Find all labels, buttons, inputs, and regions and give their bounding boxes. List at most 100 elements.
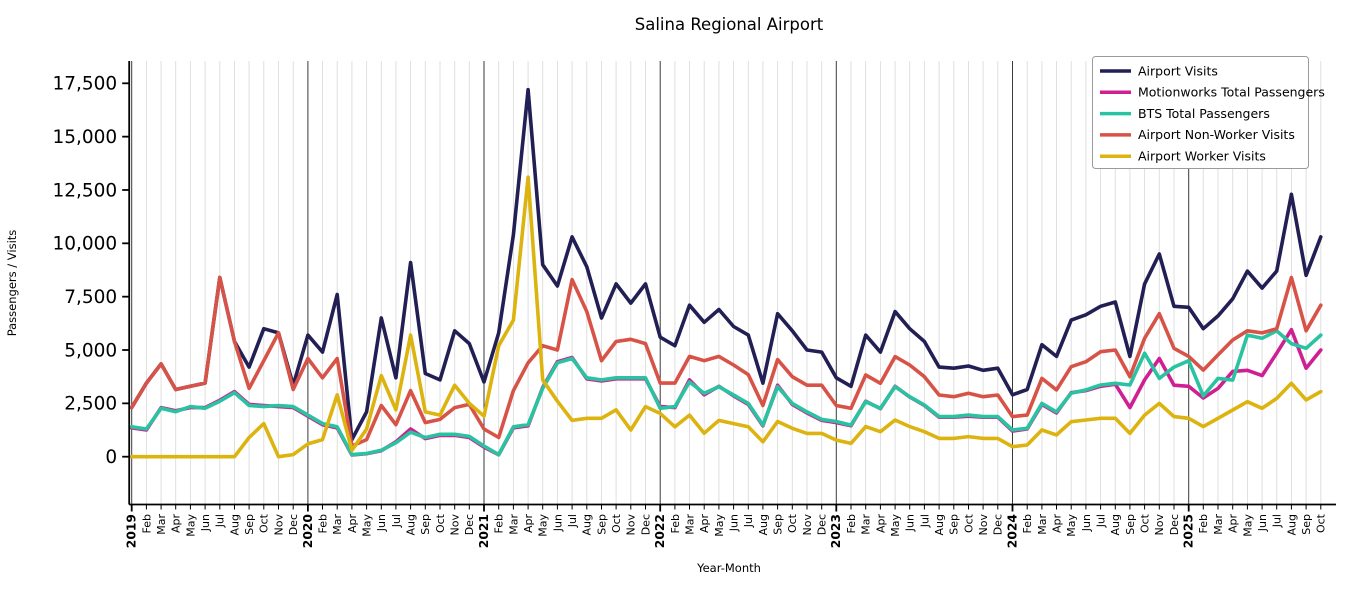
x-tick-label: Oct xyxy=(786,513,799,533)
x-tick-label: Apr xyxy=(1227,514,1240,534)
x-tick-label: Aug xyxy=(405,514,418,535)
plot-layer: 0 2,500 5,000 7,500 10,000 12,500 15,000 17,500… xyxy=(52,56,1336,548)
x-tick-label: Jun xyxy=(728,514,741,532)
x-tick-label: Mar xyxy=(683,514,696,535)
y-tick-label: 7,500 xyxy=(64,287,117,308)
legend-item-label: Motionworks Total Passengers xyxy=(1138,85,1325,100)
x-tick-label: Jul xyxy=(214,514,227,528)
x-tick-label: 2025 xyxy=(1182,514,1196,548)
x-tick-label: Oct xyxy=(1139,513,1152,533)
x-tick-label: Nov xyxy=(1153,514,1166,536)
x-tick-label: Sep xyxy=(595,514,608,535)
x-tick-label: Aug xyxy=(228,514,241,535)
y-tick-label: 17,500 xyxy=(52,74,117,95)
x-tick-label: 2023 xyxy=(829,514,843,548)
x-tick-label: Jul xyxy=(566,514,579,528)
x-tick-label: Mar xyxy=(1212,514,1225,535)
x-tick-label: Sep xyxy=(1124,514,1137,535)
x-tick-label: Oct xyxy=(610,513,623,533)
x-tick-label: Oct xyxy=(258,513,271,533)
x-tick-label: Jun xyxy=(1256,514,1269,532)
y-tick-label: 15,000 xyxy=(52,127,117,148)
x-tick-label: 2024 xyxy=(1005,514,1019,548)
x-tick-label: Nov xyxy=(977,514,990,536)
x-tick-label: Jun xyxy=(1080,514,1093,532)
x-tick-label: Oct xyxy=(962,513,975,533)
x-tick-label: Apr xyxy=(1050,514,1063,534)
x-tick-label: Feb xyxy=(316,514,329,533)
legend-box xyxy=(1092,56,1309,169)
x-tick-label: Oct xyxy=(434,513,447,533)
x-tick-label: Dec xyxy=(463,514,476,535)
x-tick-label: Apr xyxy=(698,514,711,534)
x-tick-label: Dec xyxy=(992,514,1005,535)
x-tick-label: Feb xyxy=(140,514,153,533)
series-line-airport-non-worker-visits xyxy=(129,275,1323,448)
x-tick-label: Sep xyxy=(419,514,432,535)
x-tick-label: Nov xyxy=(449,514,462,536)
x-tick-label: Nov xyxy=(801,514,814,536)
x-tick-label: Apr xyxy=(522,514,535,534)
x-tick-label: Aug xyxy=(1285,514,1298,535)
x-tick-label: Mar xyxy=(507,514,520,535)
x-tick-label: Oct xyxy=(1315,513,1328,533)
series-line-airport-worker-visits xyxy=(129,175,1323,459)
x-tick-label: Aug xyxy=(581,514,594,535)
legend-item-label: Airport Worker Visits xyxy=(1138,148,1266,163)
y-tick-label: 12,500 xyxy=(52,180,117,201)
y-tick-label: 5,000 xyxy=(64,340,117,361)
x-tick-label: May xyxy=(184,514,197,537)
y-tick-label: 2,500 xyxy=(64,394,117,415)
x-tick-label: 2022 xyxy=(653,514,667,548)
x-tick-label: 2021 xyxy=(477,514,491,548)
x-tick-label: Sep xyxy=(948,514,961,535)
x-tick-label: Jun xyxy=(551,514,564,532)
x-tick-label: Dec xyxy=(287,514,300,535)
y-axis-label: Passengers / Visits xyxy=(5,230,19,337)
legend-item-label: BTS Total Passengers xyxy=(1138,106,1270,121)
x-tick-label: Feb xyxy=(493,514,506,533)
x-tick-label: Jun xyxy=(375,514,388,532)
x-tick-label: Dec xyxy=(639,514,652,535)
x-tick-label: Jul xyxy=(1271,514,1284,528)
x-tick-label: Jun xyxy=(199,514,212,532)
x-tick-label: Jun xyxy=(904,514,917,532)
x-tick-label: Mar xyxy=(155,514,168,535)
x-tick-label: Jul xyxy=(742,514,755,528)
x-tick-label: Feb xyxy=(845,514,858,533)
x-tick-label: May xyxy=(1065,514,1078,537)
series-line-bts-total-passengers xyxy=(129,328,1323,457)
x-tick-label: Feb xyxy=(669,514,682,533)
x-tick-label: Apr xyxy=(874,514,887,534)
legend-item-label: Airport Visits xyxy=(1138,63,1218,78)
x-tick-label: Aug xyxy=(757,514,770,535)
legend: Airport Visits Motionworks Total Passenge… xyxy=(1092,56,1325,169)
y-tick-label: 10,000 xyxy=(52,234,117,255)
x-tick-label: May xyxy=(1241,514,1254,537)
x-tick-label: Nov xyxy=(625,514,638,536)
x-tick-label: Mar xyxy=(860,514,873,535)
y-tick-label: 0 xyxy=(105,447,117,468)
x-tick-label: Jul xyxy=(390,514,403,528)
x-tick-label: 2020 xyxy=(301,514,315,548)
x-tick-label: Feb xyxy=(1021,514,1034,533)
legend-item-label: Airport Non-Worker Visits xyxy=(1138,127,1295,142)
x-tick-label: May xyxy=(361,514,374,537)
x-tick-label: May xyxy=(713,514,726,537)
x-tick-label: Dec xyxy=(816,514,829,535)
chart-title: Salina Regional Airport xyxy=(635,15,824,34)
x-tick-label: Jul xyxy=(918,514,931,528)
x-tick-label: Dec xyxy=(1168,514,1181,535)
x-tick-label: 2019 xyxy=(125,514,139,548)
x-tick-label: Jul xyxy=(1095,514,1108,528)
x-tick-label: Apr xyxy=(170,514,183,534)
x-tick-label: May xyxy=(537,514,550,537)
x-tick-label: Sep xyxy=(243,514,256,535)
x-tick-label: Feb xyxy=(1197,514,1210,533)
x-tick-label: Sep xyxy=(1300,514,1313,535)
x-tick-label: May xyxy=(889,514,902,537)
x-tick-label: Aug xyxy=(1109,514,1122,535)
x-tick-label: Nov xyxy=(272,514,285,536)
